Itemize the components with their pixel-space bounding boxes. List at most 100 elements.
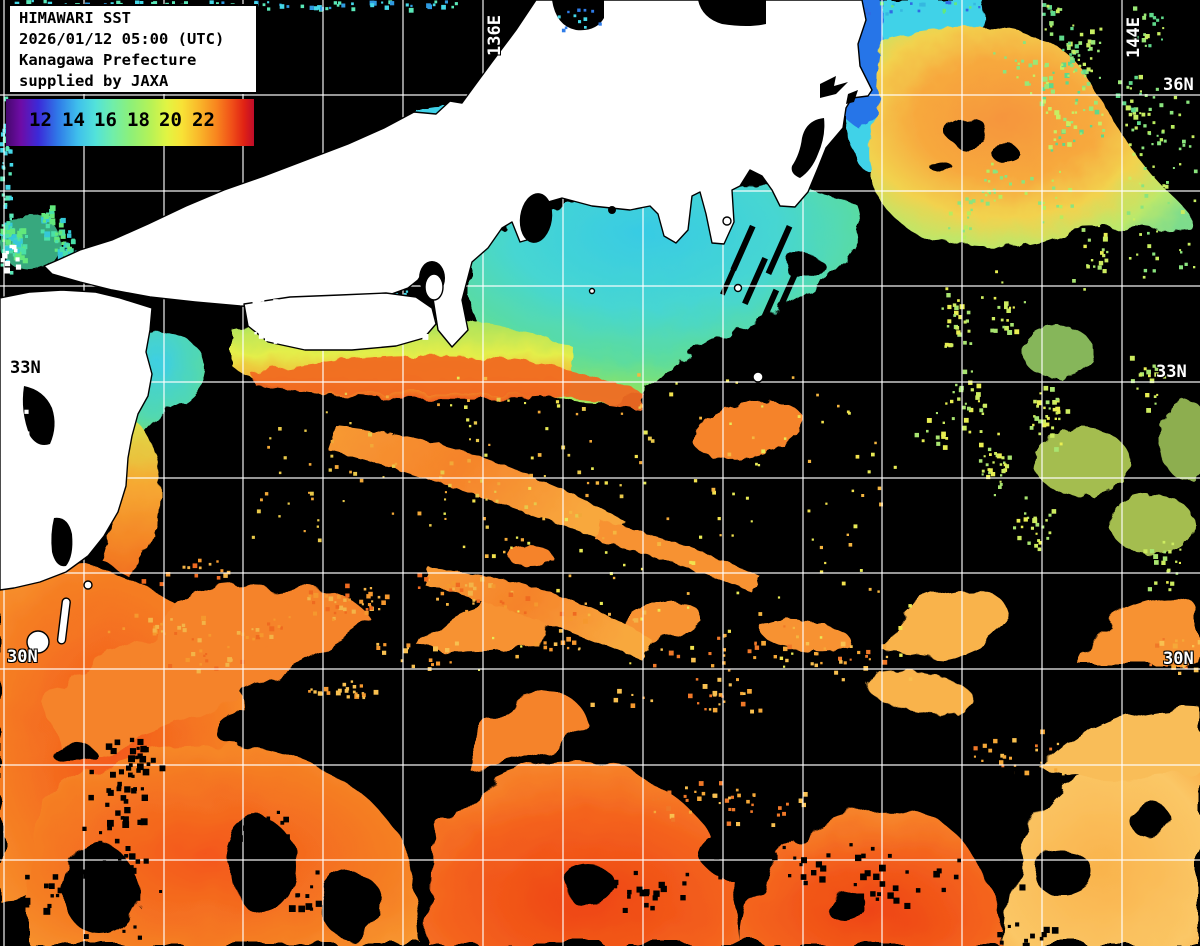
sst-speckle — [1033, 399, 1037, 404]
sst-speckle — [1049, 21, 1054, 26]
sst-speckle — [1086, 264, 1090, 269]
sst-speckle — [699, 416, 702, 420]
sst-speckle — [108, 878, 112, 883]
sst-speckle — [201, 621, 206, 625]
sst-speckle — [693, 479, 698, 483]
sst-speckle — [992, 461, 995, 464]
sst-speckle — [1060, 63, 1064, 66]
sst-speckle — [140, 787, 144, 791]
sst-speckle — [369, 587, 373, 590]
sst-speckle — [633, 618, 639, 623]
sst-speckle — [309, 907, 314, 911]
sst-speckle — [1041, 525, 1045, 529]
sst-speckle — [977, 400, 980, 403]
sst-speckle — [367, 603, 371, 607]
sst-speckle — [1143, 367, 1147, 371]
sst-speckle — [1148, 374, 1151, 378]
sst-speckle — [1094, 109, 1100, 115]
sst-speckle — [1048, 76, 1053, 81]
sst-speckle — [2, 236, 7, 240]
cloud-hole — [406, 796, 454, 828]
sst-speckle — [755, 462, 758, 466]
sst-speckle — [1056, 742, 1060, 746]
sst-speckle — [472, 598, 476, 602]
sst-speckle — [1097, 224, 1101, 228]
sst-speckle — [810, 662, 814, 666]
sst-speckle — [201, 615, 206, 621]
sst-speckle — [105, 743, 113, 750]
sst-speckle — [122, 929, 126, 933]
sst-speckle — [537, 410, 541, 414]
sst-speckle — [288, 312, 293, 317]
sst-speckle — [557, 15, 561, 19]
sst-speckle — [49, 218, 56, 225]
sst-speckle — [688, 693, 693, 699]
sst-speckle — [1157, 141, 1162, 146]
sst-speckle — [16, 237, 21, 242]
sst-speckle — [406, 643, 411, 648]
sst-speckle — [561, 28, 566, 33]
sst-speckle — [473, 586, 477, 591]
sst-speckle — [1181, 639, 1185, 642]
sst-speckle — [338, 605, 344, 611]
sst-speckle — [1161, 38, 1163, 41]
sst-speckle — [1131, 128, 1135, 132]
sst-speckle — [591, 467, 594, 470]
sst-speckle — [342, 500, 345, 503]
sst-speckle — [652, 798, 655, 801]
sst-speckle — [464, 584, 468, 587]
sst-speckle — [326, 691, 331, 695]
sst-speckle — [0, 132, 6, 137]
sst-speckle — [137, 819, 143, 825]
sst-speckle — [1077, 54, 1081, 57]
lake-hamana — [608, 206, 616, 214]
sst-speckle — [376, 329, 381, 335]
sst-speckle — [849, 645, 853, 648]
sst-speckle — [689, 560, 693, 565]
sst-speckle — [814, 663, 818, 668]
sst-speckle — [371, 600, 374, 603]
sst-speckle — [88, 875, 93, 880]
sst-speckle — [811, 870, 817, 876]
sst-speckle — [220, 569, 224, 573]
sst-speckle — [987, 447, 992, 452]
sst-speckle — [680, 895, 686, 901]
sst-speckle — [945, 437, 949, 440]
sst-speckle — [754, 643, 757, 646]
sst-speckle — [163, 632, 166, 636]
sst-speckle — [1072, 24, 1075, 27]
sst-speckle — [870, 846, 875, 851]
sst-speckle — [1162, 556, 1168, 561]
sst-speckle — [102, 860, 107, 864]
sst-speckle — [1029, 426, 1034, 430]
sst-speckle — [991, 869, 995, 874]
sst-speckle — [1070, 63, 1074, 68]
sst-speckle — [1179, 548, 1182, 551]
sst-speckle — [468, 480, 471, 483]
sst-speckle — [308, 690, 311, 693]
sst-speckle — [1045, 415, 1049, 418]
sst-speckle — [0, 263, 4, 267]
sst-speckle — [62, 250, 69, 257]
sst-speckle — [851, 489, 855, 493]
sst-speckle — [310, 688, 313, 691]
sst-speckle — [185, 657, 190, 663]
sst-speckle — [1155, 256, 1159, 261]
sst-speckle — [415, 314, 421, 320]
sst-speckle — [524, 402, 527, 405]
sst-speckle — [729, 422, 732, 425]
sst-speckle — [181, 623, 186, 628]
sst-speckle — [85, 2, 88, 6]
sst-speckle — [508, 592, 514, 597]
filament-streak-2 — [424, 568, 654, 660]
sst-speckle — [205, 659, 209, 663]
sst-speckle — [135, 755, 139, 760]
sst-speckle — [1074, 101, 1078, 105]
sst-speckle — [95, 910, 100, 915]
kuroshio-warm-plume — [869, 27, 1191, 247]
sst-speckle — [398, 338, 403, 343]
sst-speckle — [758, 612, 763, 616]
sst-speckle — [685, 872, 690, 877]
sst-speckle — [394, 462, 398, 466]
sst-speckle — [1098, 41, 1102, 44]
